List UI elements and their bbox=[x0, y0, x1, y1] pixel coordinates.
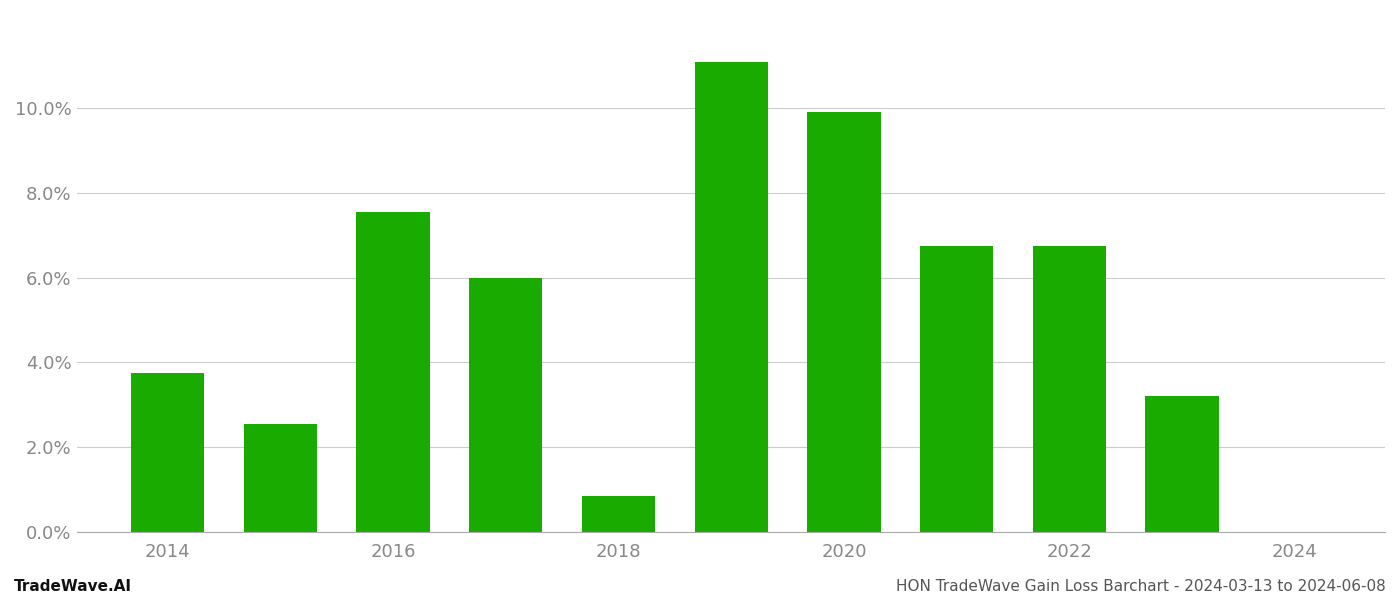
Text: HON TradeWave Gain Loss Barchart - 2024-03-13 to 2024-06-08: HON TradeWave Gain Loss Barchart - 2024-… bbox=[896, 579, 1386, 594]
Bar bbox=[1033, 246, 1106, 532]
Bar bbox=[357, 212, 430, 532]
Text: TradeWave.AI: TradeWave.AI bbox=[14, 579, 132, 594]
Bar bbox=[920, 246, 993, 532]
Bar bbox=[808, 112, 881, 532]
Bar bbox=[130, 373, 204, 532]
Bar bbox=[469, 278, 542, 532]
Bar bbox=[1145, 397, 1219, 532]
Bar bbox=[244, 424, 316, 532]
Bar bbox=[694, 62, 767, 532]
Bar bbox=[582, 496, 655, 532]
